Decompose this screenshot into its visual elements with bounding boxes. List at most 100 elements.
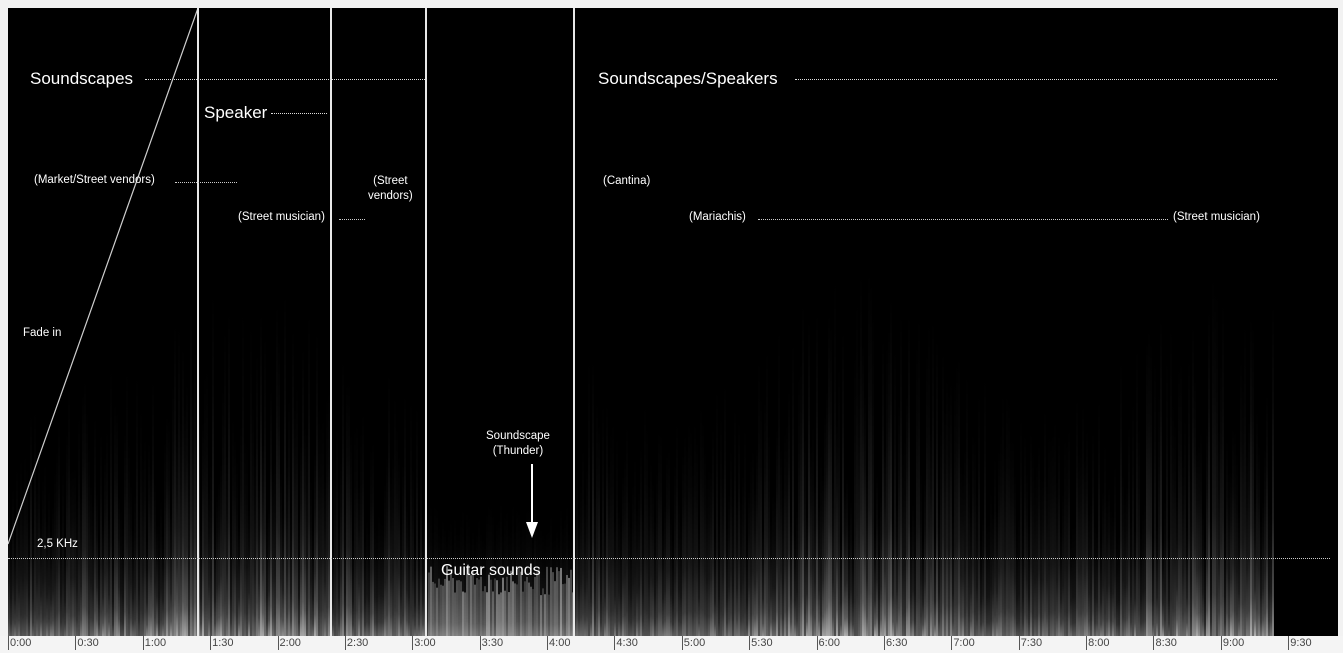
spectral-column bbox=[190, 295, 192, 636]
spectral-column bbox=[62, 469, 64, 636]
spectral-column bbox=[274, 458, 276, 636]
spectral-column bbox=[522, 518, 524, 636]
spectral-column bbox=[616, 433, 618, 636]
spectral-column bbox=[886, 341, 888, 636]
spectral-column bbox=[30, 413, 32, 636]
spectral-column bbox=[328, 389, 330, 636]
spectral-column bbox=[356, 422, 358, 636]
label-soundscapes: Soundscapes bbox=[30, 69, 134, 88]
spectral-column bbox=[20, 456, 22, 636]
guitar-band bbox=[460, 581, 462, 636]
spectral-column bbox=[304, 425, 306, 636]
spectral-column bbox=[794, 535, 796, 636]
spectral-column bbox=[366, 518, 368, 636]
spectral-column bbox=[696, 439, 698, 636]
guitar-band bbox=[538, 568, 540, 636]
spectral-column bbox=[992, 511, 994, 636]
spectral-column bbox=[1270, 511, 1272, 636]
spectral-column bbox=[590, 523, 592, 636]
spectral-column bbox=[550, 513, 552, 636]
spectral-column bbox=[796, 508, 798, 636]
spectral-column bbox=[768, 430, 770, 636]
fade-in-line bbox=[8, 8, 199, 545]
spectral-column bbox=[608, 461, 610, 636]
guitar-band bbox=[568, 577, 570, 636]
spectral-column bbox=[720, 412, 722, 636]
spectral-column bbox=[244, 436, 246, 636]
spectral-column bbox=[968, 451, 970, 636]
spectral-column bbox=[150, 466, 152, 636]
spectral-column bbox=[602, 401, 604, 636]
spectral-column bbox=[630, 523, 632, 636]
spectral-column bbox=[90, 483, 92, 636]
spectral-column bbox=[1224, 523, 1226, 636]
spectral-column bbox=[732, 493, 734, 636]
spectral-column bbox=[520, 527, 522, 636]
spectral-column bbox=[1162, 541, 1164, 636]
spectral-column bbox=[126, 367, 128, 636]
spectral-column bbox=[960, 462, 962, 636]
guitar-band bbox=[544, 594, 546, 636]
spectral-column bbox=[682, 451, 684, 636]
spectral-column bbox=[1016, 530, 1018, 636]
x-tick-label: 2:30 bbox=[344, 636, 369, 650]
spectral-column bbox=[462, 506, 464, 636]
spectral-column bbox=[326, 394, 328, 636]
spectral-column bbox=[646, 423, 648, 636]
guitar-band bbox=[566, 575, 568, 636]
spectral-column bbox=[1266, 393, 1268, 636]
spectral-column bbox=[904, 434, 906, 636]
spectral-column bbox=[394, 393, 396, 636]
spectral-column bbox=[618, 509, 620, 636]
spectral-column bbox=[1030, 431, 1032, 636]
label-market: (Market/Street vendors) bbox=[34, 174, 155, 186]
spectral-column bbox=[268, 507, 270, 636]
guitar-band bbox=[468, 566, 470, 636]
spectral-column bbox=[282, 507, 284, 636]
spectral-column bbox=[404, 393, 406, 636]
spectral-column bbox=[568, 531, 570, 636]
spectral-column bbox=[1148, 326, 1150, 636]
spectral-column bbox=[256, 352, 258, 636]
spectral-column bbox=[242, 308, 244, 636]
spectral-column bbox=[1106, 497, 1108, 636]
spectral-column bbox=[1068, 427, 1070, 636]
spectral-column bbox=[498, 517, 500, 636]
spectral-column bbox=[1040, 474, 1042, 636]
x-tick-label: 6:00 bbox=[816, 636, 840, 650]
spectral-column bbox=[556, 528, 558, 636]
spectral-column bbox=[534, 500, 536, 636]
spectral-column bbox=[100, 431, 102, 636]
spectral-column bbox=[1128, 423, 1130, 636]
spectral-column bbox=[944, 406, 946, 636]
guitar-band bbox=[430, 566, 432, 636]
spectral-column bbox=[78, 414, 80, 636]
spectral-column bbox=[152, 380, 154, 636]
label-mariachis: (Mariachis) bbox=[689, 211, 746, 223]
spectral-column bbox=[406, 503, 408, 636]
spectral-column bbox=[888, 325, 890, 636]
spectral-column bbox=[478, 516, 480, 636]
spectral-column bbox=[1042, 477, 1044, 636]
spectral-column bbox=[786, 420, 788, 636]
guitar-band bbox=[428, 572, 430, 636]
guitar-band bbox=[506, 576, 508, 636]
spectral-column bbox=[1060, 530, 1062, 636]
spectral-column bbox=[600, 524, 602, 636]
spectral-column bbox=[876, 474, 878, 636]
x-tick-label: 3:00 bbox=[412, 636, 436, 650]
spectral-column bbox=[698, 527, 700, 636]
spectral-column bbox=[46, 518, 48, 636]
spectral-column bbox=[1054, 418, 1056, 636]
spectral-column bbox=[1202, 511, 1204, 636]
spectral-column bbox=[1232, 426, 1234, 636]
spectral-column bbox=[130, 483, 132, 636]
spectral-column bbox=[36, 482, 38, 636]
spectral-column bbox=[1192, 324, 1194, 636]
spectral-column bbox=[80, 494, 82, 636]
spectral-column bbox=[544, 535, 546, 636]
spectral-column bbox=[940, 429, 942, 636]
spectral-column bbox=[1010, 437, 1012, 636]
spectral-column bbox=[22, 476, 24, 636]
spectral-column bbox=[634, 453, 636, 636]
